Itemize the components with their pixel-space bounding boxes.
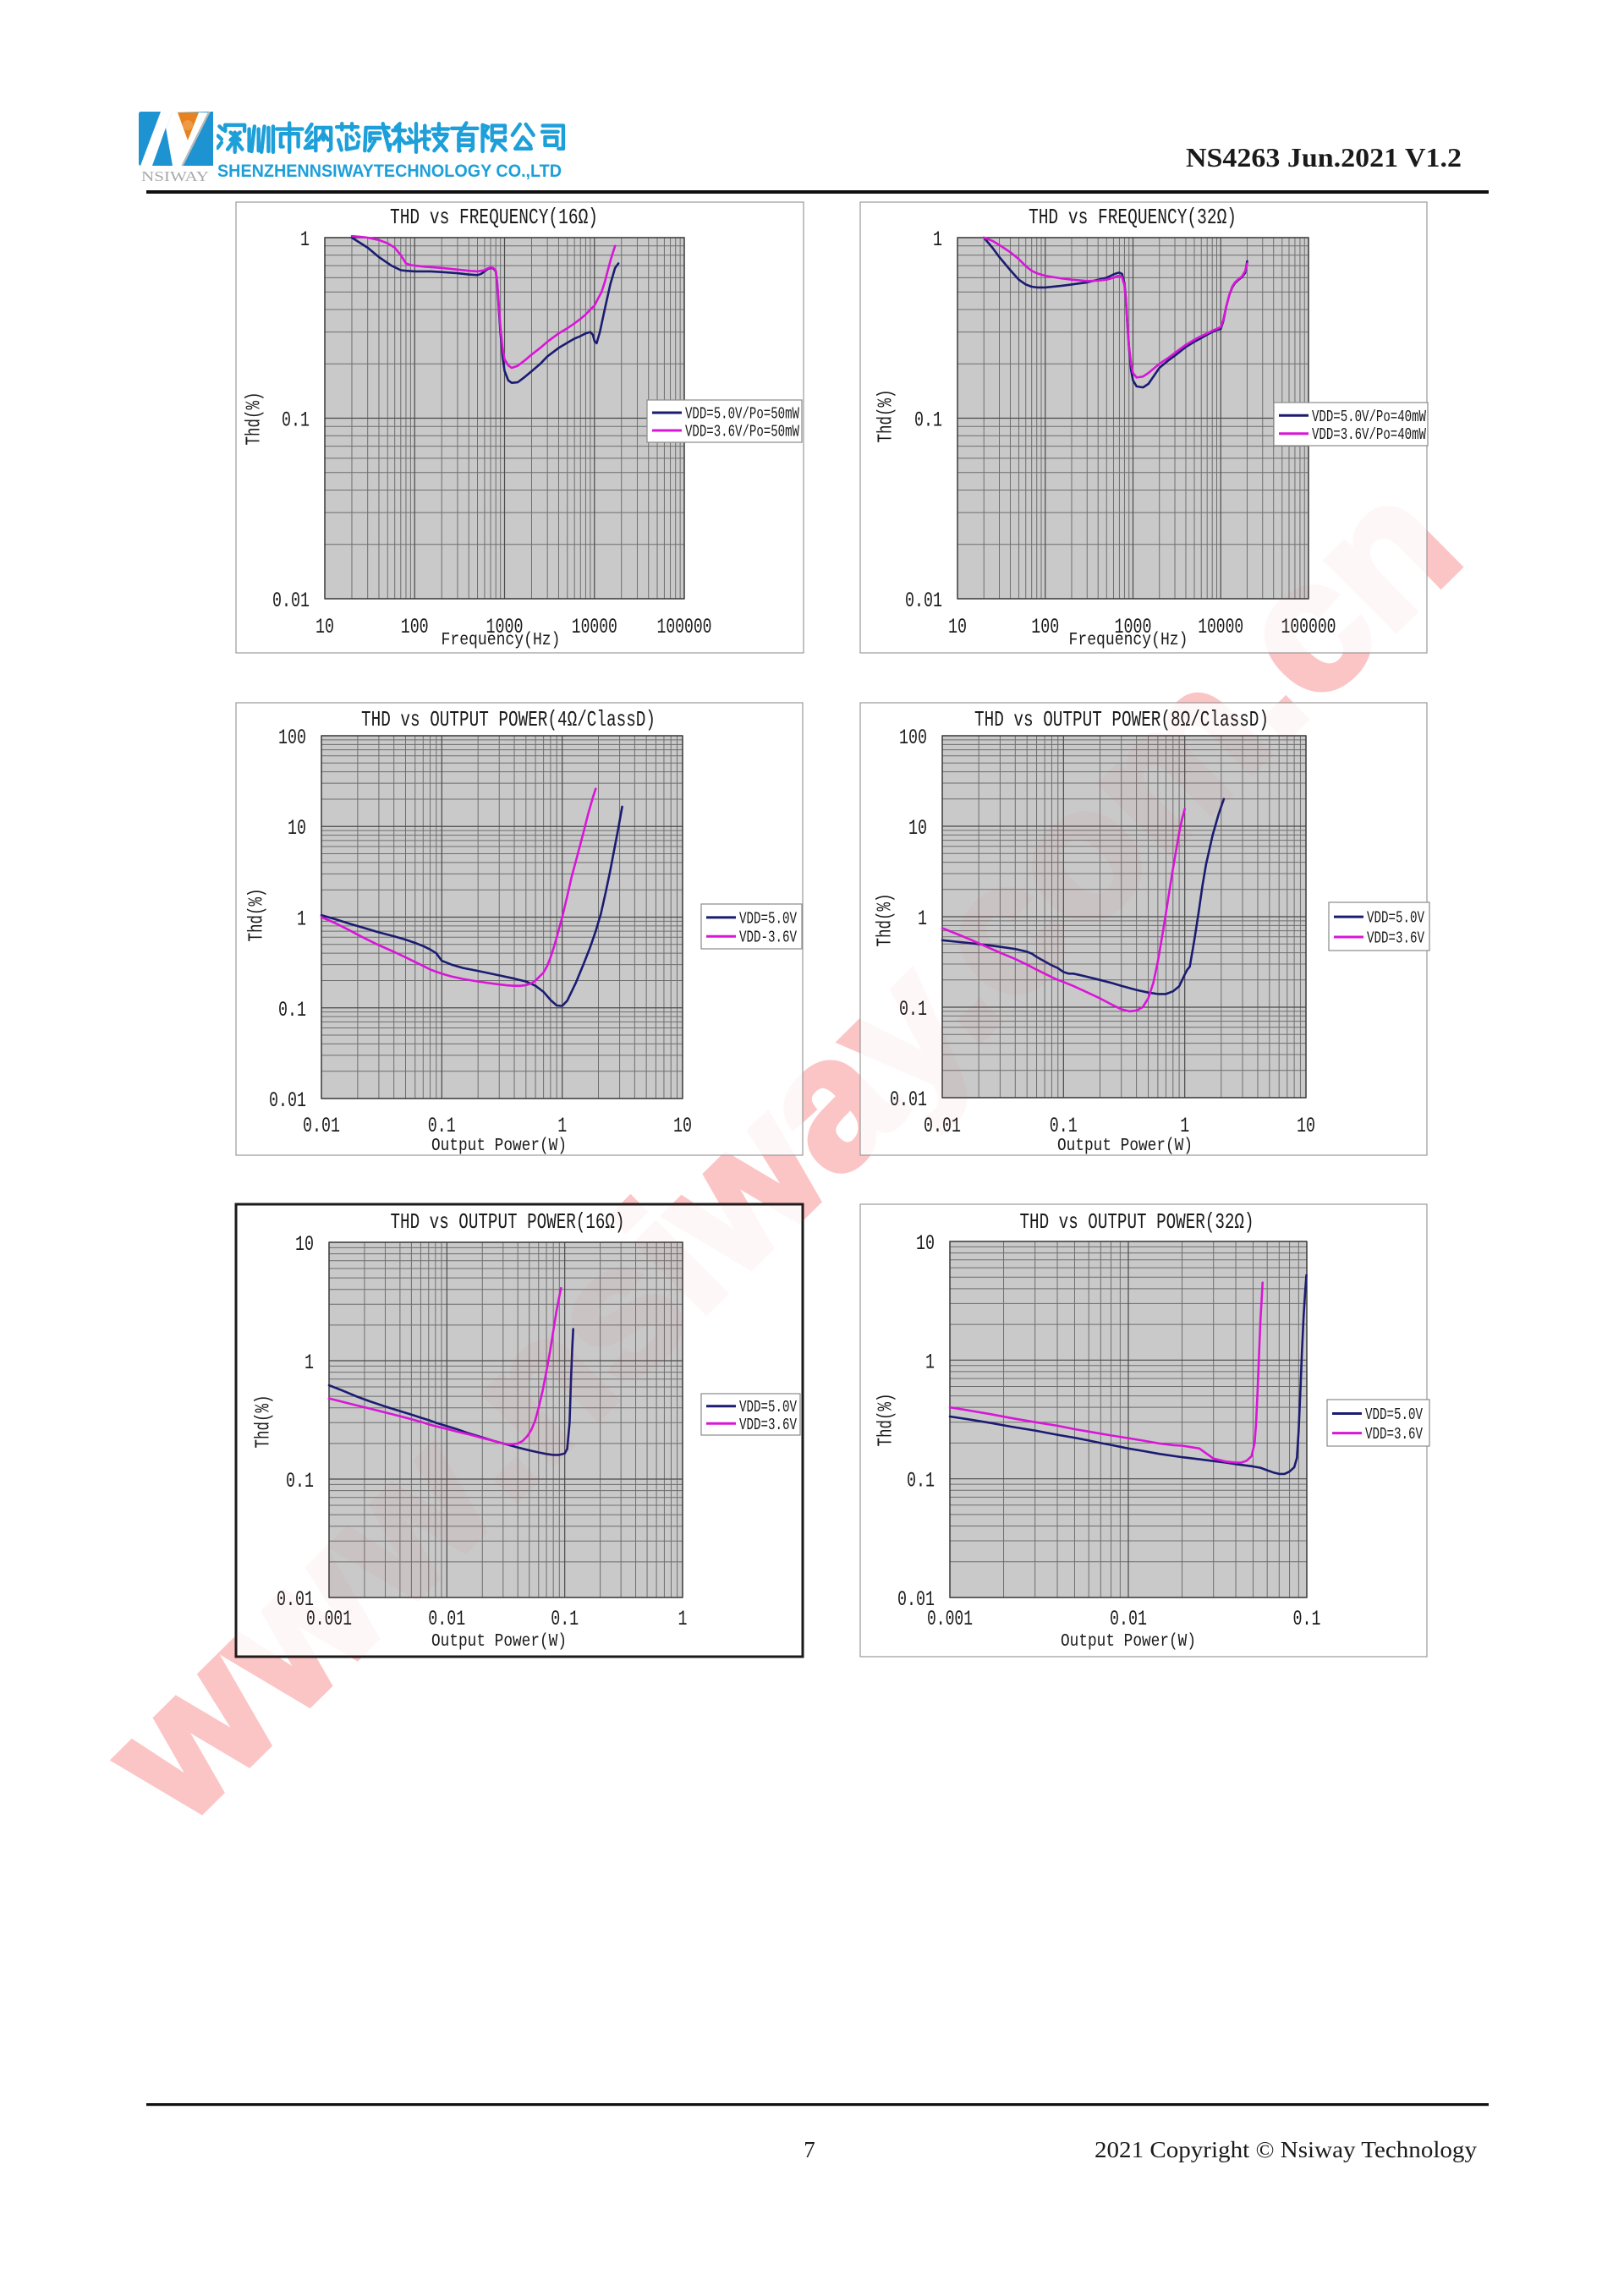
svg-text:VDD=5.0V/Po=50mW: VDD=5.0V/Po=50mW: [685, 405, 799, 424]
svg-text:10: 10: [295, 1232, 314, 1257]
svg-text:Output Power(W): Output Power(W): [1057, 1137, 1193, 1156]
svg-text:VDD-3.6V: VDD-3.6V: [739, 929, 797, 947]
svg-text:10: 10: [1297, 1114, 1315, 1138]
svg-text:100: 100: [278, 726, 306, 750]
svg-text:VDD=3.6V/Po=50mW: VDD=3.6V/Po=50mW: [685, 423, 799, 441]
svg-text:Thd(%): Thd(%): [252, 1395, 275, 1449]
svg-text:10: 10: [908, 816, 927, 841]
svg-text:1: 1: [933, 227, 942, 252]
svg-text:0.001: 0.001: [306, 1607, 352, 1631]
svg-text:VDD=3.6V: VDD=3.6V: [1367, 929, 1424, 948]
svg-text:1: 1: [1180, 1114, 1189, 1138]
svg-text:Thd(%): Thd(%): [875, 1394, 897, 1447]
svg-text:VDD=5.0V: VDD=5.0V: [739, 909, 797, 928]
svg-text:VDD=5.0V: VDD=5.0V: [1367, 909, 1424, 928]
svg-text:0.1: 0.1: [428, 1114, 456, 1138]
svg-text:10: 10: [288, 816, 306, 841]
svg-text:Output Power(W): Output Power(W): [1061, 1632, 1196, 1652]
svg-text:Thd(%): Thd(%): [245, 889, 268, 942]
svg-text:VDD=5.0V/Po=40mW: VDD=5.0V/Po=40mW: [1312, 408, 1426, 426]
svg-text:0.01: 0.01: [303, 1114, 340, 1138]
svg-text:100: 100: [899, 726, 927, 750]
svg-text:0.01: 0.01: [897, 1587, 935, 1612]
svg-text:10000: 10000: [1198, 615, 1243, 639]
svg-text:THD vs FREQUENCY(16Ω): THD vs FREQUENCY(16Ω): [390, 205, 598, 230]
svg-text:0.01: 0.01: [924, 1114, 961, 1138]
svg-text:10: 10: [948, 615, 967, 639]
svg-text:VDD=3.6V/Po=40mW: VDD=3.6V/Po=40mW: [1312, 425, 1426, 444]
svg-text:2021 Copyright © Nsiway Techno: 2021 Copyright © Nsiway Technology: [1095, 2137, 1478, 2162]
svg-text:NS4263 Jun.2021 V1.2: NS4263 Jun.2021 V1.2: [1186, 142, 1462, 173]
svg-text:0.1: 0.1: [907, 1469, 935, 1493]
svg-text:10000: 10000: [572, 615, 617, 639]
svg-text:0.1: 0.1: [1050, 1114, 1078, 1138]
svg-text:0.1: 0.1: [286, 1469, 314, 1493]
svg-text:100: 100: [401, 615, 429, 639]
svg-text:Output Power(W): Output Power(W): [431, 1137, 567, 1156]
svg-text:0.01: 0.01: [269, 1088, 306, 1113]
svg-text:VDD=3.6V: VDD=3.6V: [1365, 1425, 1423, 1444]
svg-text:1: 1: [297, 907, 306, 932]
svg-text:THD vs OUTPUT POWER(4Ω/ClassD): THD vs OUTPUT POWER(4Ω/ClassD): [361, 707, 656, 732]
svg-text:10: 10: [315, 615, 334, 639]
svg-text:NSIWAY: NSIWAY: [141, 168, 209, 184]
svg-text:1: 1: [300, 227, 310, 252]
svg-text:0.01: 0.01: [277, 1587, 314, 1612]
svg-text:0.01: 0.01: [905, 589, 942, 613]
svg-text:0.01: 0.01: [272, 589, 310, 613]
svg-text:VDD=3.6V: VDD=3.6V: [739, 1416, 797, 1434]
svg-text:Thd(%): Thd(%): [875, 390, 897, 443]
svg-text:0.01: 0.01: [428, 1607, 465, 1631]
svg-text:SHENZHENNSIWAYTECHNOLOGY CO.,L: SHENZHENNSIWAYTECHNOLOGY CO.,LTD: [217, 162, 562, 181]
svg-text:1: 1: [557, 1114, 567, 1138]
svg-text:VDD=5.0V: VDD=5.0V: [1365, 1406, 1423, 1424]
svg-text:0.1: 0.1: [551, 1607, 579, 1631]
svg-text:Thd(%): Thd(%): [874, 894, 897, 947]
svg-text:1: 1: [918, 907, 927, 931]
svg-text:100000: 100000: [1281, 615, 1336, 639]
svg-text:100000: 100000: [657, 615, 712, 639]
svg-text:1: 1: [304, 1351, 314, 1375]
svg-text:0.1: 0.1: [278, 998, 306, 1022]
svg-text:0.1: 0.1: [1293, 1607, 1321, 1631]
svg-text:1000: 1000: [1115, 615, 1152, 639]
svg-text:0.01: 0.01: [890, 1088, 927, 1112]
svg-text:0.01: 0.01: [1110, 1607, 1147, 1631]
svg-text:1000: 1000: [486, 615, 524, 639]
svg-text:VDD=5.0V: VDD=5.0V: [739, 1398, 797, 1417]
svg-text:Output Power(W): Output Power(W): [431, 1632, 567, 1652]
svg-text:THD vs FREQUENCY(32Ω): THD vs FREQUENCY(32Ω): [1029, 205, 1237, 230]
svg-text:1: 1: [925, 1350, 935, 1374]
svg-text:100: 100: [1031, 615, 1059, 639]
svg-text:Thd(%): Thd(%): [243, 392, 266, 446]
svg-text:10: 10: [916, 1231, 935, 1256]
svg-text:7: 7: [804, 2137, 815, 2162]
svg-text:THD vs OUTPUT POWER(8Ω/ClassD): THD vs OUTPUT POWER(8Ω/ClassD): [974, 707, 1269, 732]
svg-text:THD vs OUTPUT POWER(16Ω): THD vs OUTPUT POWER(16Ω): [391, 1209, 625, 1235]
svg-text:0.1: 0.1: [282, 408, 310, 433]
svg-text:0.1: 0.1: [899, 997, 927, 1022]
svg-text:Frequency(Hz): Frequency(Hz): [442, 631, 561, 650]
svg-text:0.1: 0.1: [914, 408, 942, 433]
svg-text:Frequency(Hz): Frequency(Hz): [1069, 631, 1188, 650]
svg-text:0.001: 0.001: [927, 1607, 973, 1631]
svg-text:10: 10: [673, 1114, 692, 1138]
svg-text:1: 1: [678, 1607, 688, 1631]
svg-text:THD vs OUTPUT POWER(32Ω): THD vs OUTPUT POWER(32Ω): [1020, 1209, 1254, 1235]
